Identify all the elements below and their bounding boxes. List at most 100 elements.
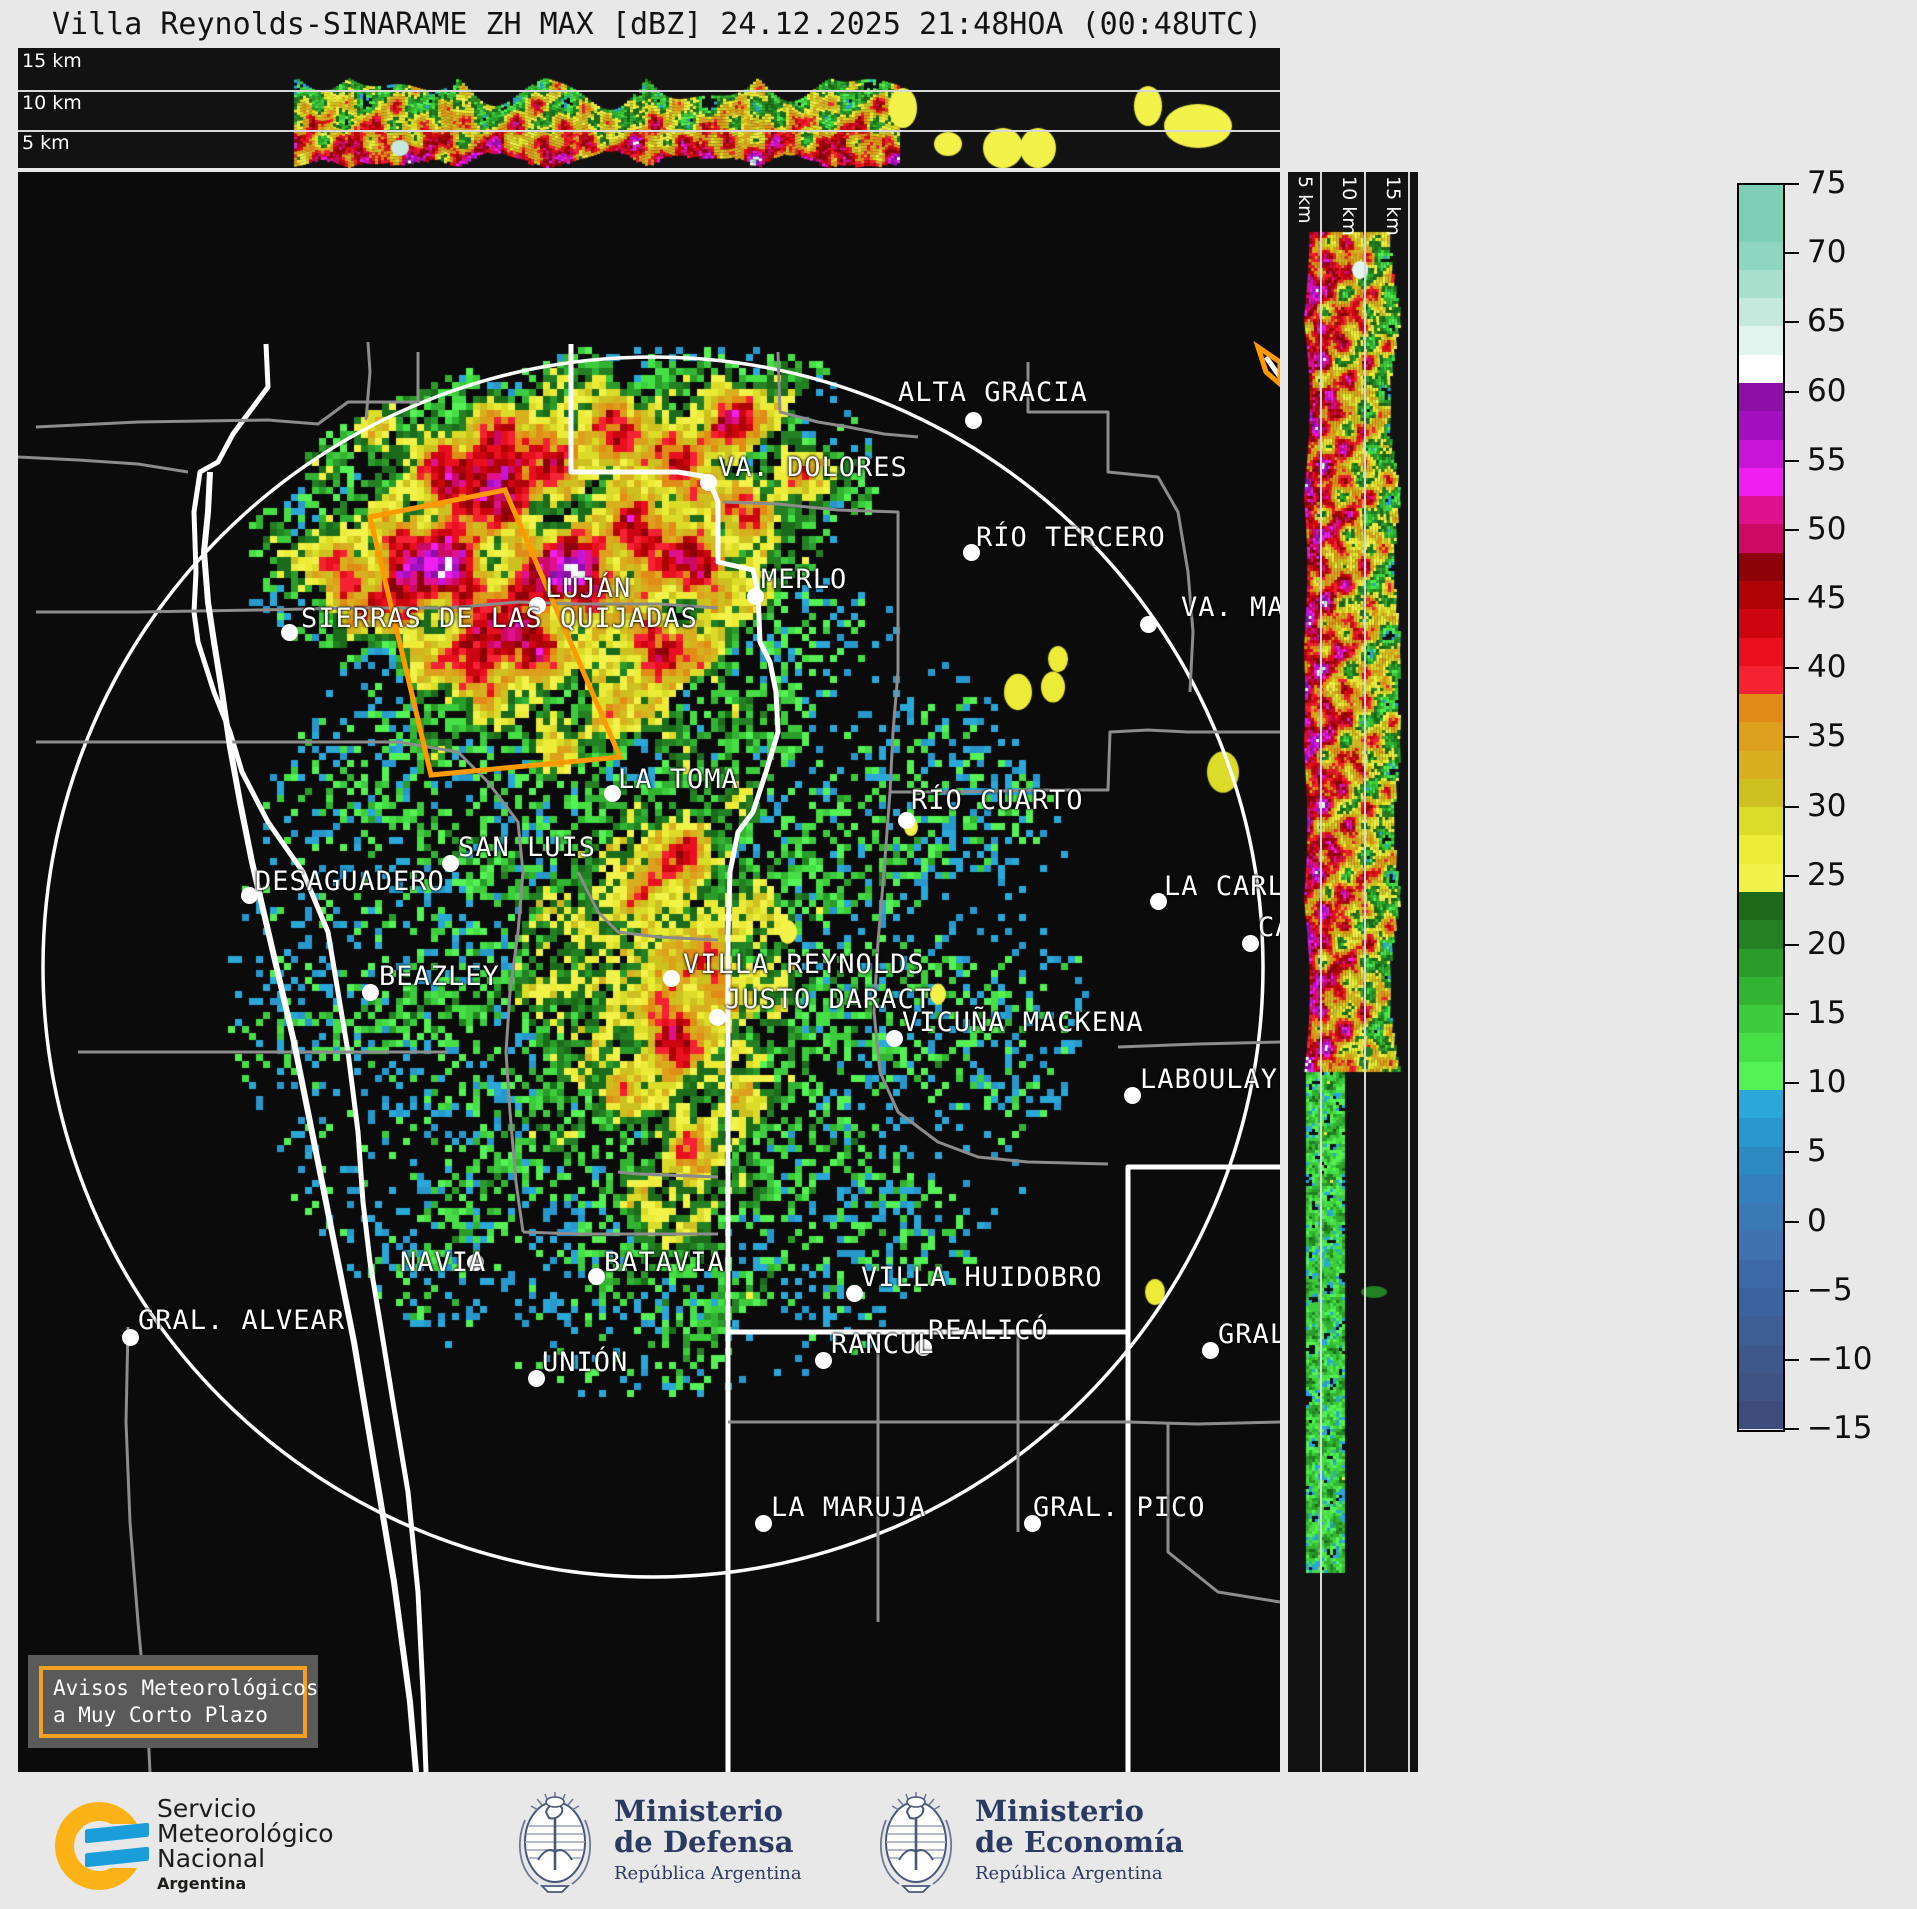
- city-marker-dot: [1150, 893, 1167, 910]
- colorbar-segment: [1739, 382, 1783, 412]
- colorbar-tick-label: 30: [1807, 787, 1847, 824]
- colorbar-segment: [1739, 1316, 1783, 1345]
- colorbar-tick-label: 10: [1807, 1064, 1847, 1101]
- warning-legend-line1: Avisos Meteorológicos: [53, 1675, 319, 1700]
- defensa-line1: Ministerio: [614, 1793, 784, 1828]
- colorbar-segment: [1739, 1118, 1783, 1147]
- colorbar-segment: [1739, 580, 1783, 610]
- city-marker-dot: [362, 984, 379, 1001]
- colorbar-segment: [1739, 1061, 1783, 1090]
- colorbar-segment: [1739, 1005, 1783, 1034]
- colorbar-segment: [1739, 213, 1783, 242]
- colorbar-segment: [1739, 665, 1783, 695]
- colorbar-tick: [1783, 252, 1799, 255]
- smn-line4: Argentina: [157, 1874, 247, 1893]
- city-marker-dot: [467, 1254, 484, 1271]
- colorbar-segment: [1739, 1372, 1783, 1402]
- colorbar-segment: [1739, 439, 1783, 468]
- colorbar-segment: [1739, 1287, 1783, 1317]
- argentina-coat-of-arms-icon: [512, 1790, 598, 1894]
- economia-line1: Ministerio: [975, 1793, 1145, 1828]
- colorbar-segment: [1739, 1344, 1783, 1373]
- ministerio-defensa-logo: Ministerio de Defensa República Argentin…: [512, 1790, 802, 1894]
- city-marker-dot: [1140, 616, 1157, 633]
- vertical-gridline-15km: [1408, 172, 1410, 1772]
- reflectivity-colorbar: [1737, 183, 1785, 1432]
- river-desaguadero: [201, 471, 419, 1772]
- colorbar-tick-label: −15: [1807, 1410, 1873, 1446]
- colorbar-tick: [1783, 736, 1799, 739]
- ministerio-economia-text: Ministerio de Economía República Argenti…: [975, 1793, 1184, 1889]
- colorbar-tick: [1783, 943, 1799, 946]
- cross-section-gridline-5km: [18, 130, 1280, 132]
- colorbar-tick-label: 40: [1807, 649, 1847, 686]
- city-marker-dot: [588, 1268, 605, 1285]
- city-marker-dot: [604, 785, 621, 802]
- city-marker-dot: [709, 1009, 726, 1026]
- nowcast-warning-polygon[interactable]: [366, 487, 624, 778]
- colorbar-tick: [1783, 1428, 1799, 1430]
- colorbar-tick-label: −5: [1807, 1271, 1853, 1308]
- city-marker-dot: [1242, 935, 1259, 952]
- vertical-label-5km: 5 km: [1294, 176, 1316, 224]
- footer-logos: Servicio Meteorológico Nacional Argentin…: [0, 1782, 1917, 1909]
- colorbar-segment: [1739, 892, 1783, 921]
- smn-line1: Servicio: [157, 1794, 257, 1823]
- colorbar-tick-label: 5: [1807, 1133, 1827, 1170]
- city-marker-dot: [281, 624, 298, 641]
- colorbar-segment: [1739, 1231, 1783, 1260]
- colorbar-tick: [1783, 598, 1799, 600]
- colorbar-tick: [1783, 805, 1799, 808]
- colorbar-tick: [1783, 390, 1799, 393]
- colorbar-tick-label: 75: [1807, 165, 1847, 201]
- city-marker-dot: [965, 412, 982, 429]
- colorbar-tick-layer: 75 70 65 60 55 50 45 40 35 30 25 20 15 10 5 0 −5 −10 −15: [1783, 165, 1913, 1446]
- colorbar-segment: [1739, 1203, 1783, 1232]
- city-marker-dot: [529, 597, 546, 614]
- colorbar-segment: [1739, 185, 1783, 214]
- colorbar-tick: [1783, 183, 1799, 185]
- colorbar-tick-label: 50: [1807, 510, 1847, 547]
- radar-range-ring: [41, 355, 1265, 1579]
- colorbar-tick: [1783, 528, 1799, 531]
- colorbar-tick-label: −10: [1807, 1340, 1873, 1377]
- colorbar-segment: [1739, 1090, 1783, 1119]
- nowcast-warning-polygon-2[interactable]: [1253, 340, 1280, 388]
- colorbar-tick: [1783, 667, 1799, 670]
- city-marker-dot: [915, 1339, 932, 1356]
- colorbar-tick: [1783, 1289, 1799, 1292]
- colorbar-tick: [1783, 1082, 1799, 1085]
- ministerio-economia-logo: Ministerio de Economía República Argenti…: [873, 1790, 1184, 1894]
- colorbar-segment: [1739, 694, 1783, 723]
- colorbar-segment: [1739, 750, 1783, 779]
- nowcast-warning-legend: Avisos Meteorológicos a Muy Corto Plazo: [28, 1655, 319, 1748]
- colorbar-tick: [1783, 874, 1799, 877]
- cross-section-label-5km: 5 km: [22, 132, 70, 154]
- colorbar-segment: [1739, 1146, 1783, 1175]
- colorbar-segment: [1739, 778, 1783, 808]
- city-marker-dot: [1024, 1515, 1041, 1532]
- department-borders: [18, 341, 1280, 1772]
- colorbar-segment: [1739, 1174, 1783, 1204]
- city-marker-dot: [963, 544, 980, 561]
- colorbar-segment: [1739, 976, 1783, 1006]
- colorbar-segment: [1739, 609, 1783, 638]
- colorbar-tick-label: 55: [1807, 441, 1847, 478]
- nowcast-warning-legend-inner: Avisos Meteorológicos a Muy Corto Plazo: [39, 1665, 319, 1738]
- colorbar-tick: [1783, 1013, 1799, 1015]
- colorbar-segment: [1739, 920, 1783, 949]
- colorbar-tick-label: 65: [1807, 303, 1847, 340]
- colorbar-segment: [1739, 807, 1783, 836]
- city-marker-dot: [815, 1352, 832, 1369]
- city-marker-dot: [1202, 1342, 1219, 1359]
- cross-section-echo-canvas: [18, 48, 1280, 168]
- city-marker-dot: [663, 970, 680, 987]
- colorbar-tick-label: 45: [1807, 580, 1847, 616]
- colorbar-segment: [1739, 326, 1783, 355]
- vertical-section-echo-canvas: [1288, 172, 1418, 1772]
- vertical-label-10km: 10 km: [1338, 176, 1360, 236]
- colorbar-segment: [1739, 524, 1783, 553]
- colorbar-segment: [1739, 298, 1783, 327]
- horizontal-cross-section-panel: 15 km 10 km 5 km: [18, 48, 1280, 168]
